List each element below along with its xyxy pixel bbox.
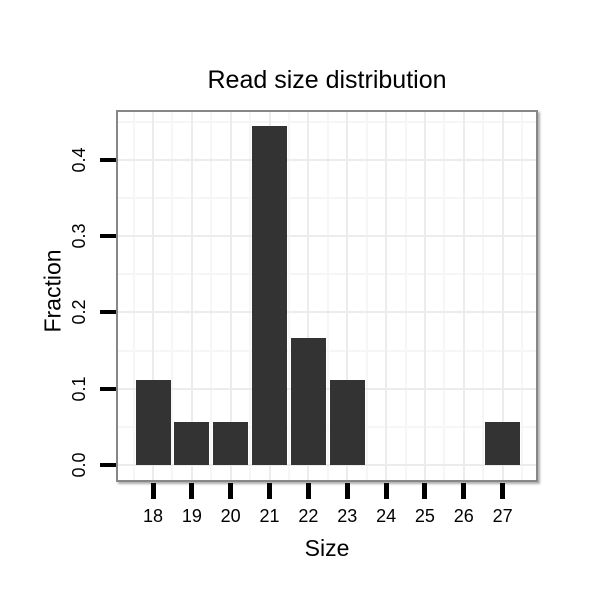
bar-size-23 [329,380,365,465]
x-tick-label-27: 27 [492,506,513,526]
x-tick-label-21: 21 [259,506,280,526]
gridline-major-v [346,112,349,480]
gridline-major-h [118,311,536,314]
x-tick-label-24: 24 [376,506,397,526]
bar-size-19 [174,422,210,465]
plot-panel [116,110,538,482]
gridline-major-h [118,158,536,161]
gridline-major-v [229,112,232,480]
bar-size-18 [135,380,171,465]
x-tick-label-18: 18 [142,506,164,526]
x-tick-27 [500,483,506,499]
x-tick-26 [461,483,467,499]
x-tick-25 [422,483,428,499]
y-tick-0.2 [100,310,116,315]
gridline-minor-v [443,112,446,480]
y-tick-label-0.4: 0.4 [69,147,89,173]
gridline-major-v [462,112,465,480]
y-tick-label-0.0: 0.0 [69,452,89,478]
gridline-major-h [118,235,536,238]
bar-size-21 [252,126,288,465]
y-tick-label-0.2: 0.2 [69,299,89,325]
y-tick-0.1 [100,386,116,391]
x-tick-24 [383,483,389,499]
x-tick-19 [189,483,195,499]
x-tick-23 [344,483,350,499]
y-tick-0.3 [100,234,116,239]
gridline-major-h [118,387,536,390]
x-tick-label-25: 25 [414,506,435,526]
gridline-minor-v [365,112,368,480]
gridline-minor-v [287,112,290,480]
gridline-minor-v [482,112,485,480]
bar-size-22 [290,337,326,465]
y-tick-0.4 [100,157,116,162]
x-tick-label-22: 22 [298,506,319,526]
x-tick-label-26: 26 [453,506,474,526]
gridline-major-v [152,112,154,480]
gridline-minor-v [171,112,174,480]
x-axis-title: Size [304,535,350,561]
gridline-major-v [501,112,504,480]
y-tick-0.0 [100,463,116,467]
x-tick-label-19: 19 [181,506,202,526]
gridline-minor-v [210,112,213,480]
gridline-major-v [307,112,310,480]
gridline-minor-v [326,112,329,480]
y-tick-label-0.1: 0.1 [69,376,89,402]
x-tick-label-20: 20 [220,506,241,526]
x-tick-label-23: 23 [337,506,358,526]
y-axis-title: Fraction [39,249,66,333]
gridline-major-v [385,112,388,480]
bar-size-27 [485,422,521,465]
y-tick-label-0.3: 0.3 [69,223,89,249]
gridline-major-h [118,464,536,466]
chart-title: Read size distribution [207,66,447,94]
gridline-minor-v [132,112,135,480]
x-tick-20 [228,483,234,499]
x-tick-18 [150,483,156,499]
gridline-major-v [423,112,426,480]
x-tick-21 [267,483,273,499]
bar-size-20 [213,422,249,465]
gridline-minor-v [404,112,407,480]
gridline-minor-v [521,112,524,480]
gridline-major-v [190,112,193,480]
x-tick-22 [305,483,311,499]
gridline-minor-v [249,112,252,480]
